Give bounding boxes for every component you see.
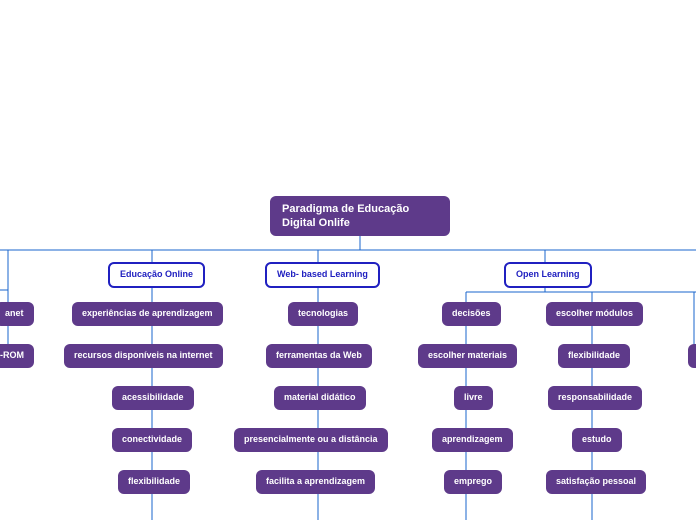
leaf-partial-anet: anet (0, 302, 34, 326)
branch-educacao-online: Educação Online (108, 262, 205, 288)
leaf-web-2: material didático (274, 386, 366, 410)
branch-open-learning: Open Learning (504, 262, 592, 288)
leaf-open-l1: escolher materiais (418, 344, 517, 368)
leaf-edu-4: flexibilidade (118, 470, 190, 494)
leaf-web-0: tecnologias (288, 302, 358, 326)
leaf-edu-3: conectividade (112, 428, 192, 452)
leaf-open-l2: livre (454, 386, 493, 410)
leaf-edu-2: acessibilidade (112, 386, 194, 410)
leaf-open-r2: responsabilidade (548, 386, 642, 410)
leaf-partial-e: e (688, 344, 696, 368)
leaf-open-l3: aprendizagem (432, 428, 513, 452)
leaf-web-3: presencialmente ou a distância (234, 428, 388, 452)
leaf-open-r1: flexibilidade (558, 344, 630, 368)
leaf-open-l4: emprego (444, 470, 502, 494)
root-node: Paradigma de Educação Digital Onlife (270, 196, 450, 236)
branch-web-based: Web- based Learning (265, 262, 380, 288)
leaf-partial-rom: -ROM (0, 344, 34, 368)
leaf-open-r0: escolher módulos (546, 302, 643, 326)
leaf-open-r4: satisfação pessoal (546, 470, 646, 494)
leaf-edu-0: experiências de aprendizagem (72, 302, 223, 326)
leaf-open-l0: decisões (442, 302, 501, 326)
leaf-web-1: ferramentas da Web (266, 344, 372, 368)
leaf-web-4: facilita a aprendizagem (256, 470, 375, 494)
leaf-edu-1: recursos disponíveis na internet (64, 344, 223, 368)
leaf-open-r3: estudo (572, 428, 622, 452)
